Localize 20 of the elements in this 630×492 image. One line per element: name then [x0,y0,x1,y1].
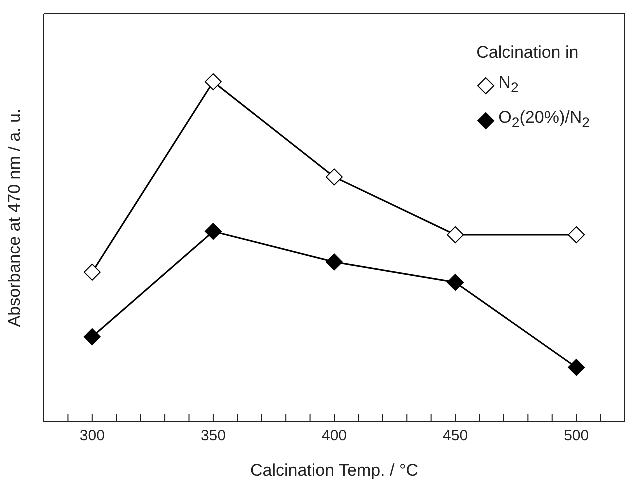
x-tick-label: 400 [322,428,348,445]
point [447,274,464,292]
y-axis-title: Absorbance at 470 nm / a. u. [5,108,24,328]
legend-title: Calcination in [476,42,580,64]
x-axis-title: Calcination Temp. / °C [250,461,419,480]
x-tick-label: 500 [564,428,590,445]
point [568,226,586,244]
x-tick-label: 350 [200,428,226,445]
x-tick-label: 450 [443,428,468,445]
legend-label: N$_{2}$ [498,73,519,96]
point [447,226,464,244]
point [204,223,222,240]
point [84,264,101,281]
point [326,254,343,271]
x-tick-label: 300 [80,428,105,445]
point [204,74,222,90]
point [568,359,586,376]
point [326,168,343,186]
legend-label: O$_{2}$(20%)/N$_{2}$ [498,108,590,132]
point [84,328,101,346]
